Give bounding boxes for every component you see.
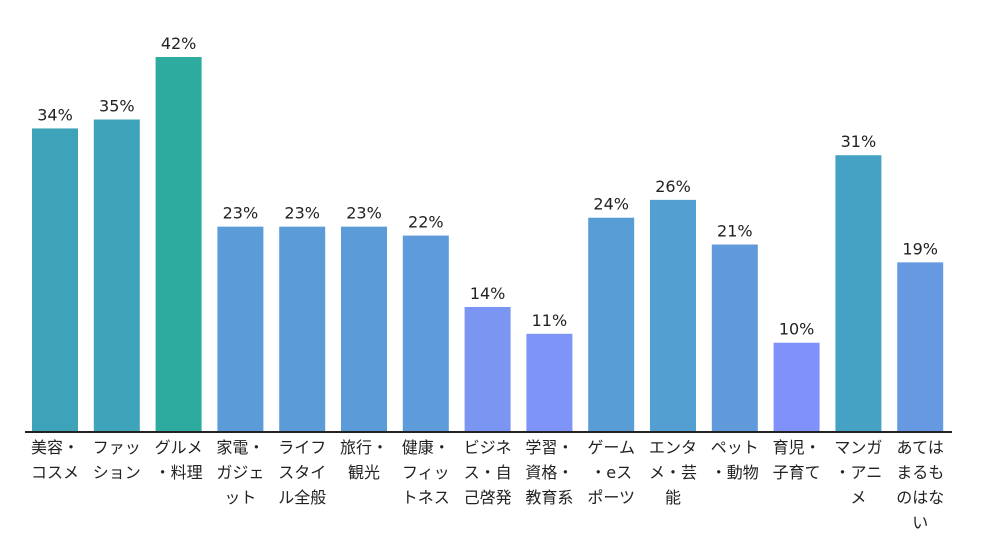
- x-tick-label-line: 能: [665, 488, 681, 507]
- bar: [93, 119, 140, 432]
- bar: [773, 342, 820, 432]
- x-tick-label-line: ・動物: [711, 463, 759, 482]
- x-tick-label: あてはまるものはない: [896, 438, 944, 532]
- value-label: 26%: [655, 177, 691, 196]
- x-tick-label-line: 健康・: [402, 438, 450, 457]
- x-tick-label-line: ファッ: [93, 438, 141, 457]
- x-tick-label: ライフスタイル全般: [278, 438, 326, 507]
- value-label: 23%: [223, 204, 259, 223]
- x-tick-label: 家電・ガジェット: [216, 438, 264, 507]
- x-tick-label-line: ペット: [711, 438, 759, 457]
- x-tick-label-line: 子育て: [773, 463, 821, 482]
- value-label: 31%: [841, 132, 877, 151]
- x-tick-label-line: エンタ: [649, 438, 697, 457]
- value-label: 35%: [99, 97, 135, 116]
- x-tick-label: 健康・フィットネス: [402, 438, 450, 507]
- value-label: 10%: [779, 320, 815, 339]
- x-tick-label-line: グルメ: [155, 438, 203, 457]
- x-tick-label-line: ポーツ: [587, 488, 635, 507]
- x-tick-label-line: メ・芸: [649, 463, 697, 482]
- bar: [402, 235, 449, 432]
- x-tick-label-line: ゲーム: [587, 438, 635, 457]
- x-tick-label-line: 観光: [348, 463, 380, 482]
- x-tick-label-line: マンガ: [834, 438, 882, 457]
- value-label: 14%: [470, 284, 506, 303]
- x-tick-label-line: ・料理: [155, 463, 203, 482]
- value-label: 22%: [408, 213, 444, 232]
- x-tick-label-line: ライフ: [278, 438, 326, 457]
- x-tick-label-line: 己啓発: [464, 488, 512, 507]
- x-tick-label: 美容・コスメ: [31, 438, 79, 482]
- bar: [526, 333, 573, 432]
- x-tick-label-line: ・eス: [590, 463, 632, 482]
- x-tick-label-line: メ: [850, 488, 866, 507]
- x-tick-label-line: トネス: [402, 488, 450, 507]
- bar: [897, 262, 944, 432]
- bar: [155, 57, 202, 432]
- value-label: 24%: [593, 195, 629, 214]
- x-tick-label-line: 学習・: [525, 438, 573, 457]
- value-label: 23%: [346, 204, 382, 223]
- x-tick-label-line: あては: [897, 438, 944, 457]
- bar: [588, 217, 635, 432]
- x-tick-label-line: 家電・: [216, 438, 264, 457]
- x-tick-label-line: 教育系: [525, 488, 573, 507]
- x-tick-label-line: い: [912, 513, 928, 532]
- x-tick-label-line: 美容・: [31, 438, 79, 457]
- bar: [341, 226, 387, 432]
- value-label: 23%: [284, 204, 320, 223]
- x-tick-label-line: 資格・: [525, 463, 573, 482]
- x-tick-label-line: 旅行・: [340, 438, 388, 457]
- bar: [650, 199, 696, 432]
- x-tick-label-line: ション: [93, 463, 141, 482]
- x-tick-label-line: ット: [224, 488, 256, 507]
- x-tick-label-line: ス・自: [464, 463, 512, 482]
- x-tick-label-line: コスメ: [31, 463, 79, 482]
- x-tick-label: ビジネス・自己啓発: [464, 438, 512, 507]
- x-tick-label: ゲーム・eスポーツ: [587, 438, 635, 507]
- x-tick-label-line: スタイ: [278, 463, 326, 482]
- value-label: 21%: [717, 222, 753, 241]
- bar: [835, 155, 882, 432]
- value-label: 42%: [161, 34, 197, 53]
- bar: [217, 226, 264, 432]
- x-tick-label: マンガ・アニメ: [834, 438, 882, 507]
- x-tick-label: エンタメ・芸能: [649, 438, 697, 507]
- x-tick-label-line: 育児・: [773, 438, 821, 457]
- x-tick-label-line: ル全般: [278, 488, 326, 507]
- bar: [32, 128, 78, 432]
- x-tick-label: 育児・子育て: [773, 438, 821, 482]
- x-tick-label: ファッション: [93, 438, 141, 482]
- x-tick-label: ペット・動物: [711, 438, 759, 482]
- value-label: 19%: [902, 239, 938, 258]
- x-tick-label: 旅行・観光: [340, 438, 388, 482]
- x-tick-label: 学習・資格・教育系: [525, 438, 573, 507]
- x-tick-label-line: ・アニ: [835, 463, 883, 482]
- x-tick-label-line: のはな: [896, 488, 944, 507]
- value-label: 11%: [532, 311, 568, 330]
- bar: [279, 226, 326, 432]
- bar: [464, 307, 511, 432]
- x-tick-label: グルメ・料理: [155, 438, 203, 482]
- x-tick-label-line: ガジェ: [216, 463, 264, 482]
- x-tick-label-line: フィッ: [402, 463, 450, 482]
- bar: [711, 244, 758, 432]
- x-tick-label-line: まるも: [896, 463, 944, 482]
- x-tick-label-line: ビジネ: [464, 438, 512, 457]
- value-label: 34%: [37, 105, 73, 124]
